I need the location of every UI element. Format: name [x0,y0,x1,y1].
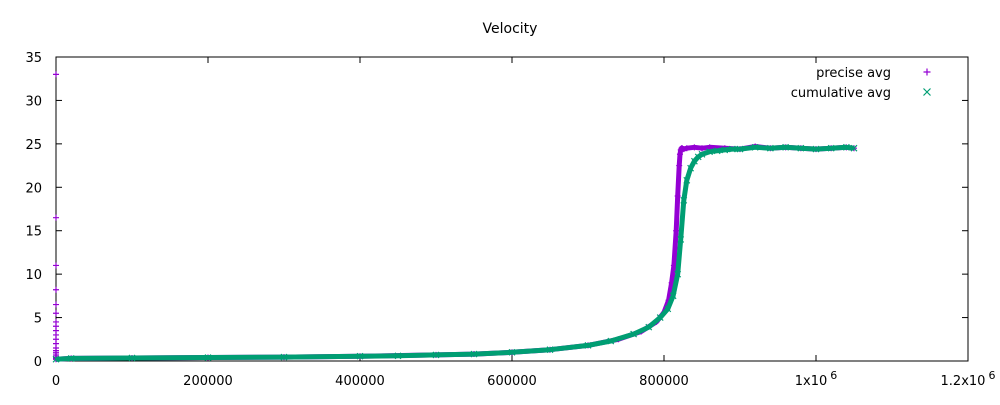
data-point [674,192,681,199]
data-point [53,214,59,221]
data-point [674,270,682,278]
data-point [687,164,695,172]
data-point [656,314,664,321]
series-cumulative-avg [52,143,858,363]
data-point [683,176,691,184]
data-point [664,305,672,313]
data-point [204,354,212,361]
data-point [766,144,774,152]
data-point [470,350,478,358]
data-point [676,162,683,169]
data-point [128,354,136,362]
series-trace [55,144,855,362]
data-point [842,143,850,151]
data-point [721,146,729,154]
data-point [53,71,59,78]
data-point [751,143,759,151]
data-point [797,144,805,152]
y-tick-label: 25 [25,138,42,153]
data-point [630,330,638,338]
data-point [356,352,364,360]
data-point [680,196,688,204]
y-tick-label: 0 [34,355,42,370]
data-point [676,151,683,158]
data-point [677,235,685,243]
data-point [694,153,702,161]
series-layer [52,71,858,363]
chart-title: Velocity [483,21,538,37]
data-point [280,353,288,361]
y-tick-label: 10 [25,268,42,283]
y-tick-label: 15 [25,225,42,240]
data-point [670,262,677,269]
data-point [850,144,858,152]
data-point [698,150,706,158]
series-precise-avg [53,71,857,363]
legend: precise avg cumulative avg [791,66,931,101]
data-point [706,148,714,156]
x-tick-label: 1.2x10 6 [941,369,996,389]
legend-marker [923,88,931,96]
data-point [728,145,736,153]
data-point [394,352,402,360]
data-point [713,147,721,155]
data-point [432,351,440,359]
x-tick-label: 0 [52,374,60,389]
data-point [699,145,705,152]
data-point [67,354,75,362]
y-tick-label: 5 [34,312,42,327]
data-point [52,355,60,363]
data-point [53,262,59,269]
data-point [546,346,554,354]
series-trace [55,144,855,362]
legend-label: cumulative avg [791,86,891,101]
axis-ticks: 0 5 10 15 20 25 30 35 0 200000 400000 600000 800000 1… [25,51,995,389]
y-tick-label: 30 [25,94,42,109]
data-point [782,143,790,151]
plot-frame [55,56,969,362]
data-point [53,310,59,317]
data-point [53,301,59,308]
data-point [827,144,835,152]
data-point [691,144,698,151]
x-tick-label: 1x10 6 [795,369,838,389]
data-point [812,145,820,153]
y-tick-label: 20 [25,181,42,196]
data-point [53,286,59,293]
x-tick-label: 400000 [335,374,385,389]
data-point [669,292,677,300]
x-tick-label: 600000 [487,374,537,389]
data-point [673,227,680,234]
legend-label: precise avg [816,66,891,81]
y-tick-label: 35 [25,51,42,66]
x-tick-label: 800000 [639,374,689,389]
x-tick-label: 200000 [183,374,233,389]
data-point [680,146,687,153]
data-point [607,337,615,345]
data-point [584,341,592,349]
legend-marker [923,68,931,76]
data-point [645,323,653,331]
data-point [736,145,744,153]
data-point [508,348,516,356]
data-point [683,145,690,152]
